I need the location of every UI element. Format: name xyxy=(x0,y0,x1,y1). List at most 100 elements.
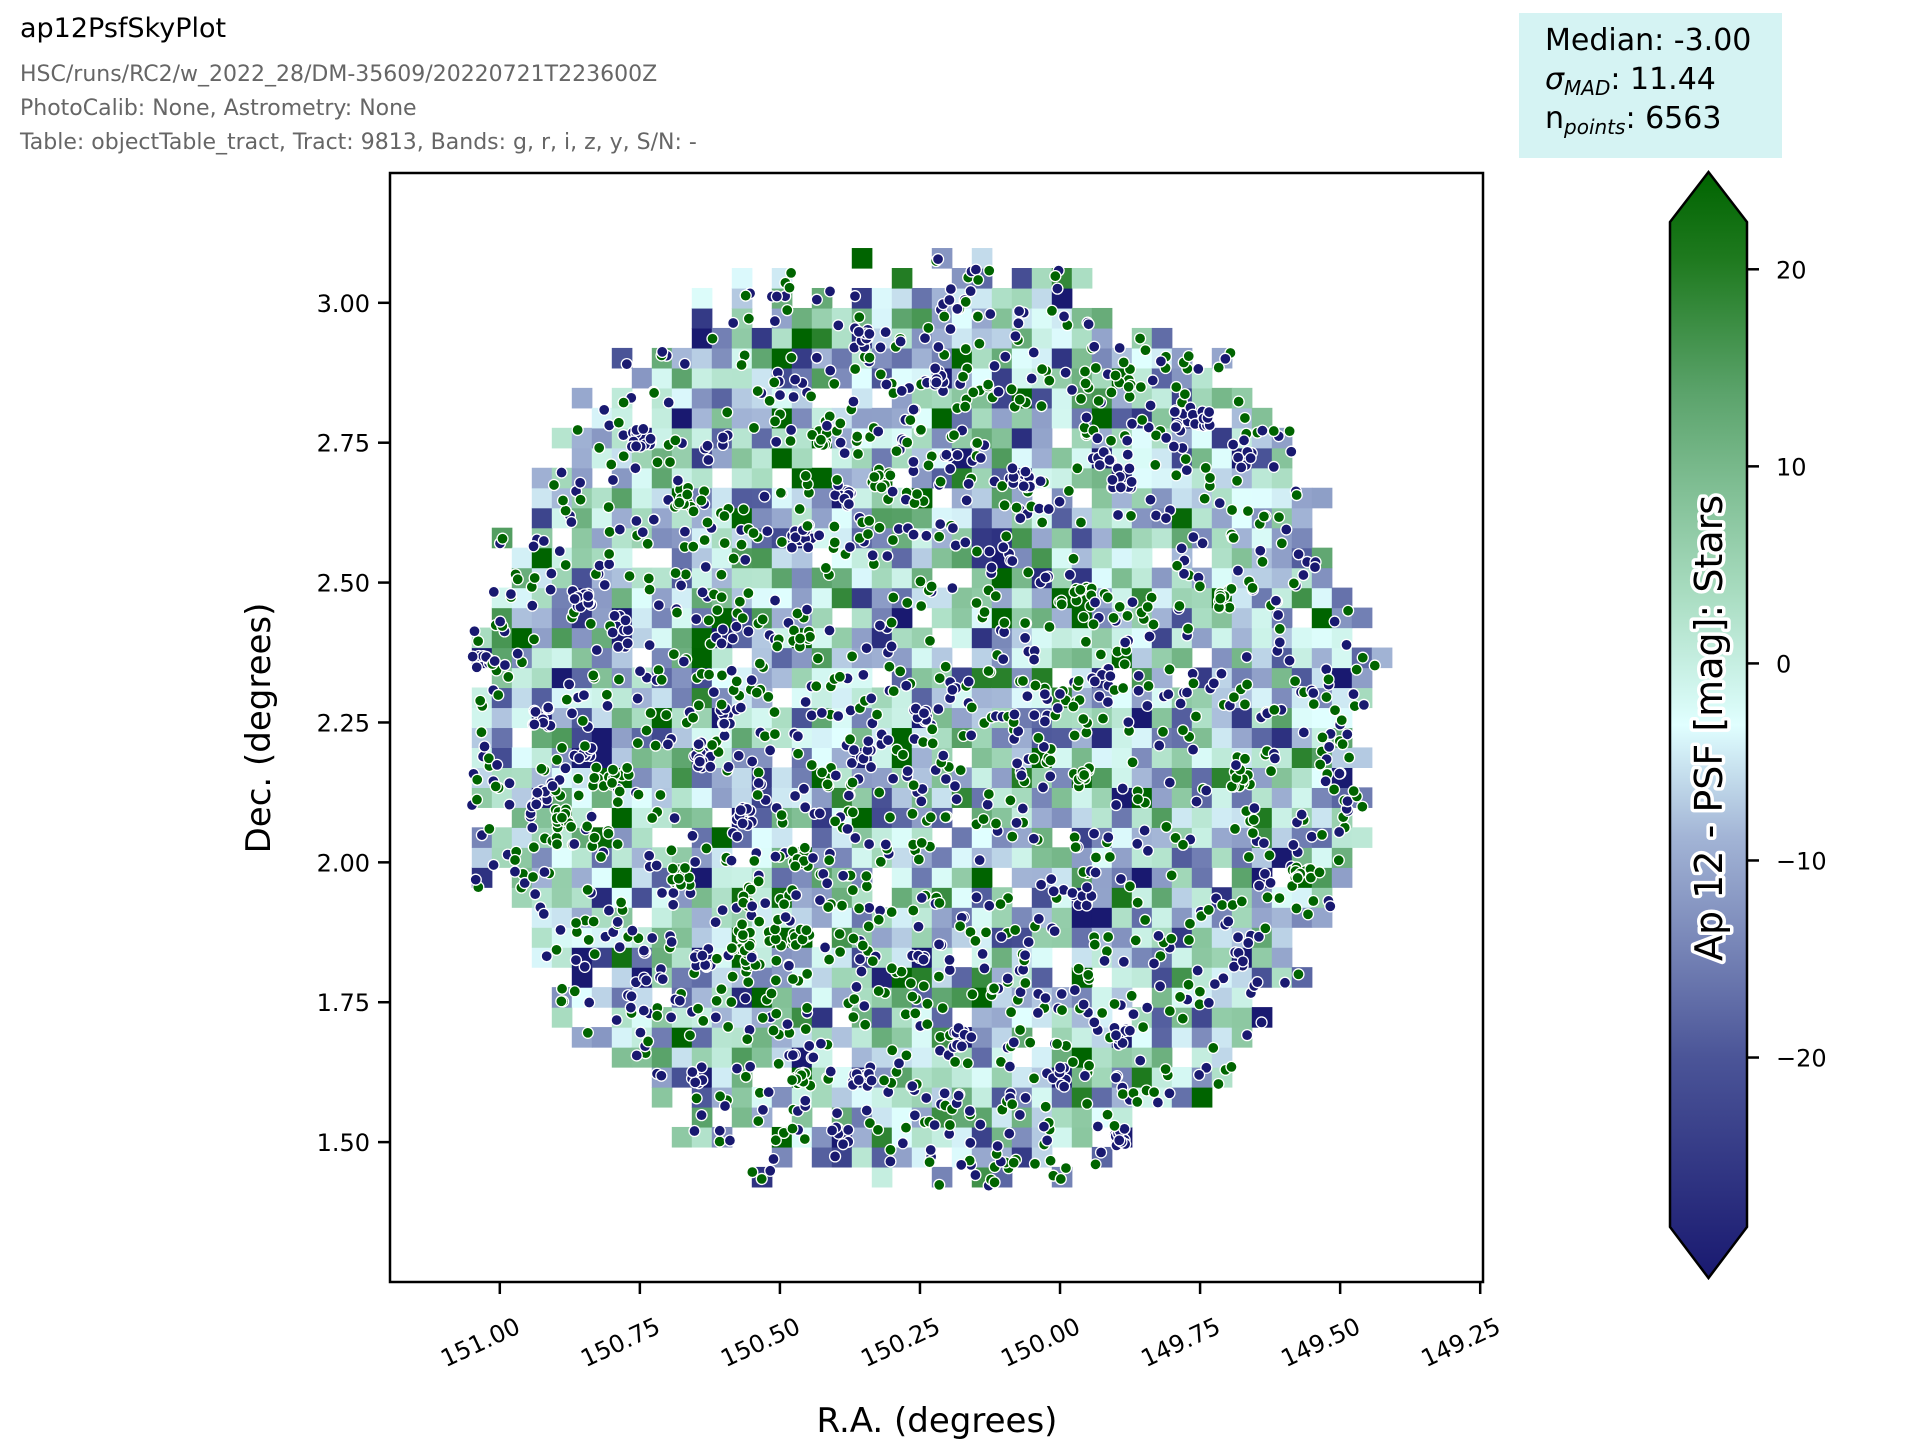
scatter-point xyxy=(810,680,823,693)
scatter-point xyxy=(1264,876,1277,889)
scatter-point xyxy=(569,916,583,930)
scatter-point xyxy=(843,733,857,746)
subtitle-run: HSC/runs/RC2/w_2022_28/DM-35609/20220721… xyxy=(20,62,657,87)
scatter-point xyxy=(959,342,972,356)
heatmap-cell xyxy=(671,367,693,389)
scatter-point xyxy=(1180,686,1194,699)
heatmap-cell xyxy=(1171,487,1193,509)
scatter-point xyxy=(605,458,618,471)
scatter-point xyxy=(1255,1016,1268,1029)
heatmap-cell xyxy=(991,367,1013,389)
scatter-point xyxy=(518,876,531,890)
scatter-point xyxy=(1078,768,1091,782)
n-subscript: points xyxy=(1563,115,1625,139)
scatter-point xyxy=(1333,767,1346,780)
scatter-point xyxy=(813,529,826,542)
scatter-point xyxy=(1356,651,1369,664)
scatter-point xyxy=(1018,949,1032,962)
heatmap-cell xyxy=(771,327,793,349)
scatter-point xyxy=(974,451,987,465)
scatter-point xyxy=(1096,1006,1109,1020)
heatmap-cell xyxy=(731,467,753,489)
heatmap-cell xyxy=(811,1146,833,1168)
heatmap-cell xyxy=(651,527,673,549)
scatter-point xyxy=(716,904,729,917)
heatmap-cell xyxy=(1051,767,1073,788)
scatter-point xyxy=(742,586,755,600)
scatter-point xyxy=(981,378,995,391)
heatmap-cell xyxy=(1351,747,1373,768)
heatmap-cell xyxy=(1011,867,1033,888)
scatter-point xyxy=(909,1007,922,1020)
heatmap-cell xyxy=(671,767,693,788)
heatmap-cell xyxy=(1131,567,1153,589)
scatter-point xyxy=(758,730,772,743)
heatmap-cell xyxy=(1291,747,1313,768)
heatmap-cell xyxy=(651,1027,673,1048)
scatter-point xyxy=(555,982,569,995)
scatter-point xyxy=(1116,1036,1129,1050)
scatter-point xyxy=(813,807,826,820)
scatter-point xyxy=(726,970,739,983)
scatter-point xyxy=(965,729,978,742)
scatter-point xyxy=(910,487,924,501)
scatter-point xyxy=(933,530,946,543)
scatter-point xyxy=(640,974,653,987)
scatter-point xyxy=(718,717,731,730)
scatter-point xyxy=(917,953,930,966)
heatmap-cell xyxy=(911,747,933,768)
scatter-point xyxy=(1219,352,1232,365)
scatter-point xyxy=(1101,1108,1114,1121)
scatter-point xyxy=(769,1134,782,1147)
scatter-point xyxy=(1107,611,1120,625)
scatter-point xyxy=(1022,566,1035,579)
scatter-point xyxy=(1093,458,1106,472)
scatter-point xyxy=(689,1076,702,1089)
heatmap-cell xyxy=(951,887,973,908)
scatter-point xyxy=(908,1109,922,1122)
scatter-point xyxy=(828,536,841,549)
scatter-point xyxy=(718,536,731,550)
heatmap-cell xyxy=(1171,887,1193,908)
heatmap-cell xyxy=(491,827,513,848)
scatter-point xyxy=(540,950,553,963)
heatmap-cell xyxy=(1251,647,1273,669)
scatter-point xyxy=(1106,473,1119,487)
scatter-point xyxy=(1018,616,1032,630)
scatter-point xyxy=(1109,369,1122,382)
heatmap-cell xyxy=(1271,567,1293,589)
scatter-point xyxy=(1225,503,1239,517)
scatter-point xyxy=(768,594,782,607)
scatter-point xyxy=(912,920,925,933)
heatmap-cell xyxy=(1051,747,1073,768)
heatmap-cell xyxy=(751,547,773,569)
heatmap-cell xyxy=(1251,567,1273,589)
heatmap-cell xyxy=(631,607,653,629)
scatter-point xyxy=(466,650,479,663)
scatter-point xyxy=(1125,417,1139,430)
scatter-point xyxy=(1258,867,1272,880)
scatter-point xyxy=(1181,622,1195,635)
scatter-point xyxy=(752,875,765,888)
scatter-point xyxy=(828,815,842,828)
scatter-point xyxy=(963,1104,976,1118)
scatter-point xyxy=(737,503,750,516)
scatter-point xyxy=(1267,460,1280,474)
scatter-point xyxy=(983,545,996,558)
heatmap-cell xyxy=(671,967,693,988)
heatmap-cell xyxy=(691,767,713,788)
heatmap-cell xyxy=(751,1047,773,1068)
scatter-point xyxy=(887,591,900,604)
scatter-point xyxy=(1133,332,1147,345)
scatter-point xyxy=(920,529,933,542)
heatmap-cell xyxy=(811,1007,833,1028)
heatmap-cell xyxy=(531,487,553,509)
heatmap-cell xyxy=(651,607,673,629)
scatter-point xyxy=(643,849,656,862)
heatmap-cell xyxy=(1191,827,1213,848)
scatter-point xyxy=(901,765,914,778)
scatter-point xyxy=(1167,440,1180,453)
scatter-point xyxy=(769,850,782,863)
heatmap-cell xyxy=(1191,587,1213,609)
